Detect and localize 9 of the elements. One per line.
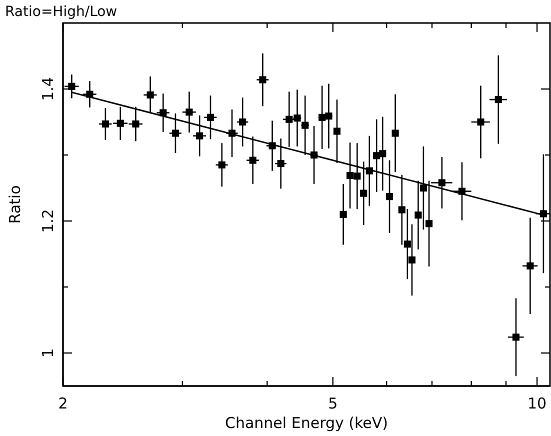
chart-title: Ratio=High/Low	[5, 4, 118, 20]
y-tick-label: 1	[39, 348, 57, 358]
y-tick-label: 1.4	[39, 77, 57, 101]
x-tick-label: 2	[58, 394, 68, 413]
x-tick-label: 10	[527, 394, 547, 413]
x-tick-label: 5	[328, 394, 338, 413]
y-axis-title: Ratio	[6, 185, 24, 224]
y-tick-label: 1.2	[39, 209, 57, 233]
x-axis-title: Channel Energy (keV)	[225, 414, 388, 432]
